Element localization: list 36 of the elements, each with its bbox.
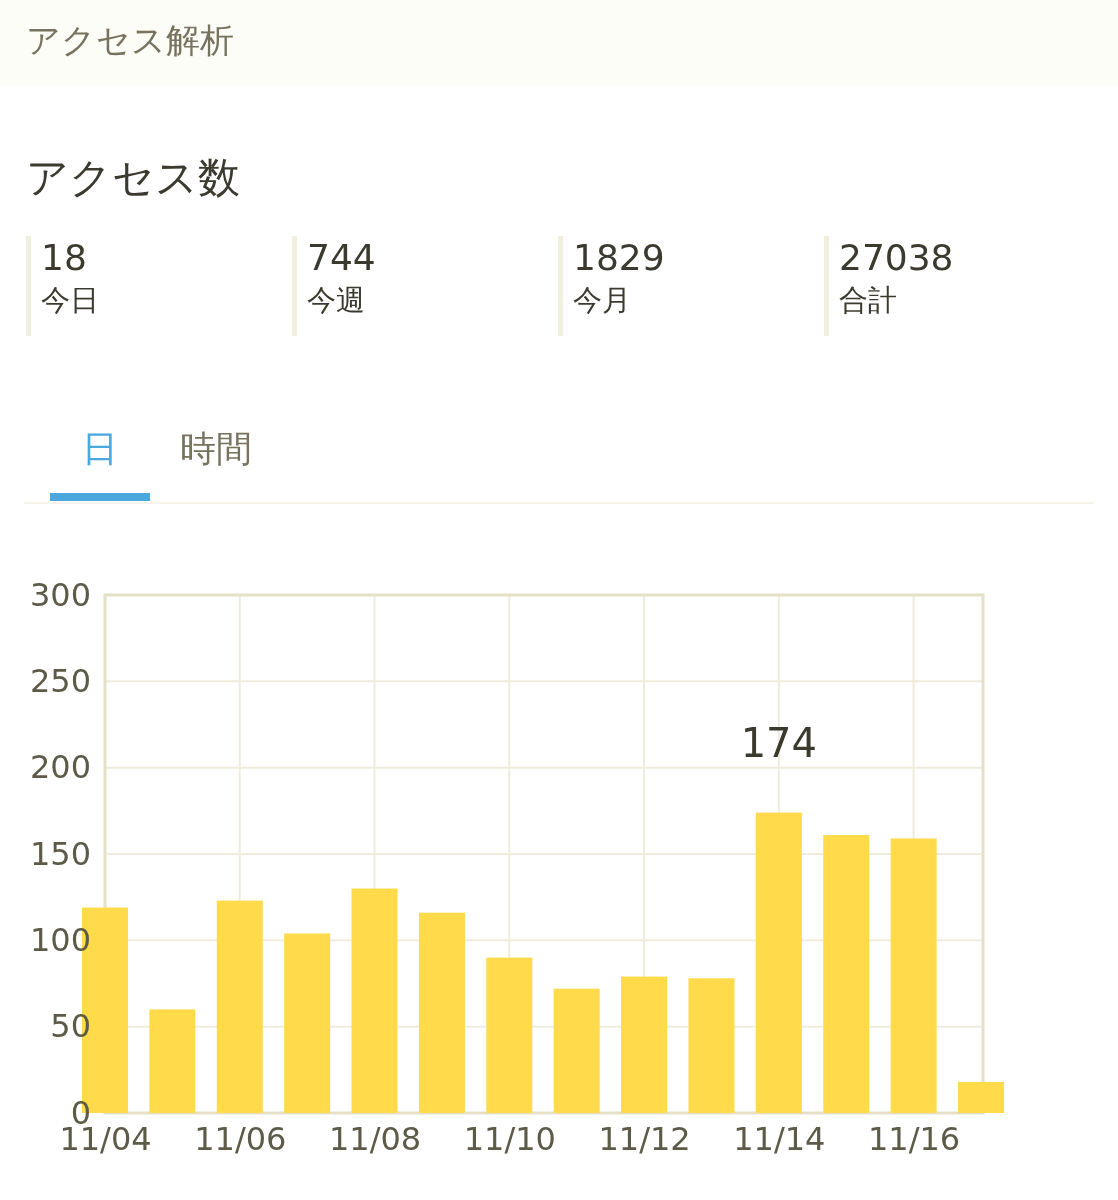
text: 27038 xyxy=(839,236,955,280)
x-tick-label: 11/16 xyxy=(868,1119,961,1158)
bar xyxy=(823,835,870,1113)
y-tick-label: 200 xyxy=(29,748,91,787)
text: 1829 xyxy=(573,236,666,280)
text: 18 xyxy=(41,236,88,280)
bar xyxy=(553,988,600,1113)
y-tick-label: 300 xyxy=(29,575,91,614)
bar xyxy=(688,978,735,1113)
x-tick-label: 11/12 xyxy=(598,1119,691,1158)
y-tick-label: 150 xyxy=(29,834,91,873)
x-tick-label: 11/14 xyxy=(733,1119,826,1158)
text: 今週 xyxy=(307,282,366,319)
chart-title: アクセス解析 xyxy=(26,19,234,62)
bar xyxy=(755,812,802,1113)
bar xyxy=(149,1009,196,1113)
text: 合計 xyxy=(839,282,898,319)
bar xyxy=(351,888,398,1113)
x-tick-label: 11/06 xyxy=(194,1119,287,1158)
chart-subtitle: アクセス数 xyxy=(26,152,240,204)
bar xyxy=(486,957,533,1113)
text: 今日 xyxy=(41,282,100,319)
bar xyxy=(958,1081,1004,1113)
text: 今月 xyxy=(573,282,632,319)
bar xyxy=(284,933,331,1113)
text: 744 xyxy=(307,236,377,280)
x-tick-label: 11/08 xyxy=(328,1119,422,1158)
text: 時間 xyxy=(180,427,252,471)
data-label: 174 xyxy=(740,719,818,766)
bar xyxy=(216,900,263,1113)
x-tick-label: 11/10 xyxy=(463,1119,556,1158)
bar xyxy=(621,976,668,1113)
text: 日 xyxy=(82,427,118,471)
bar xyxy=(890,838,937,1113)
bar xyxy=(418,912,465,1113)
y-tick-label: 250 xyxy=(29,662,91,701)
